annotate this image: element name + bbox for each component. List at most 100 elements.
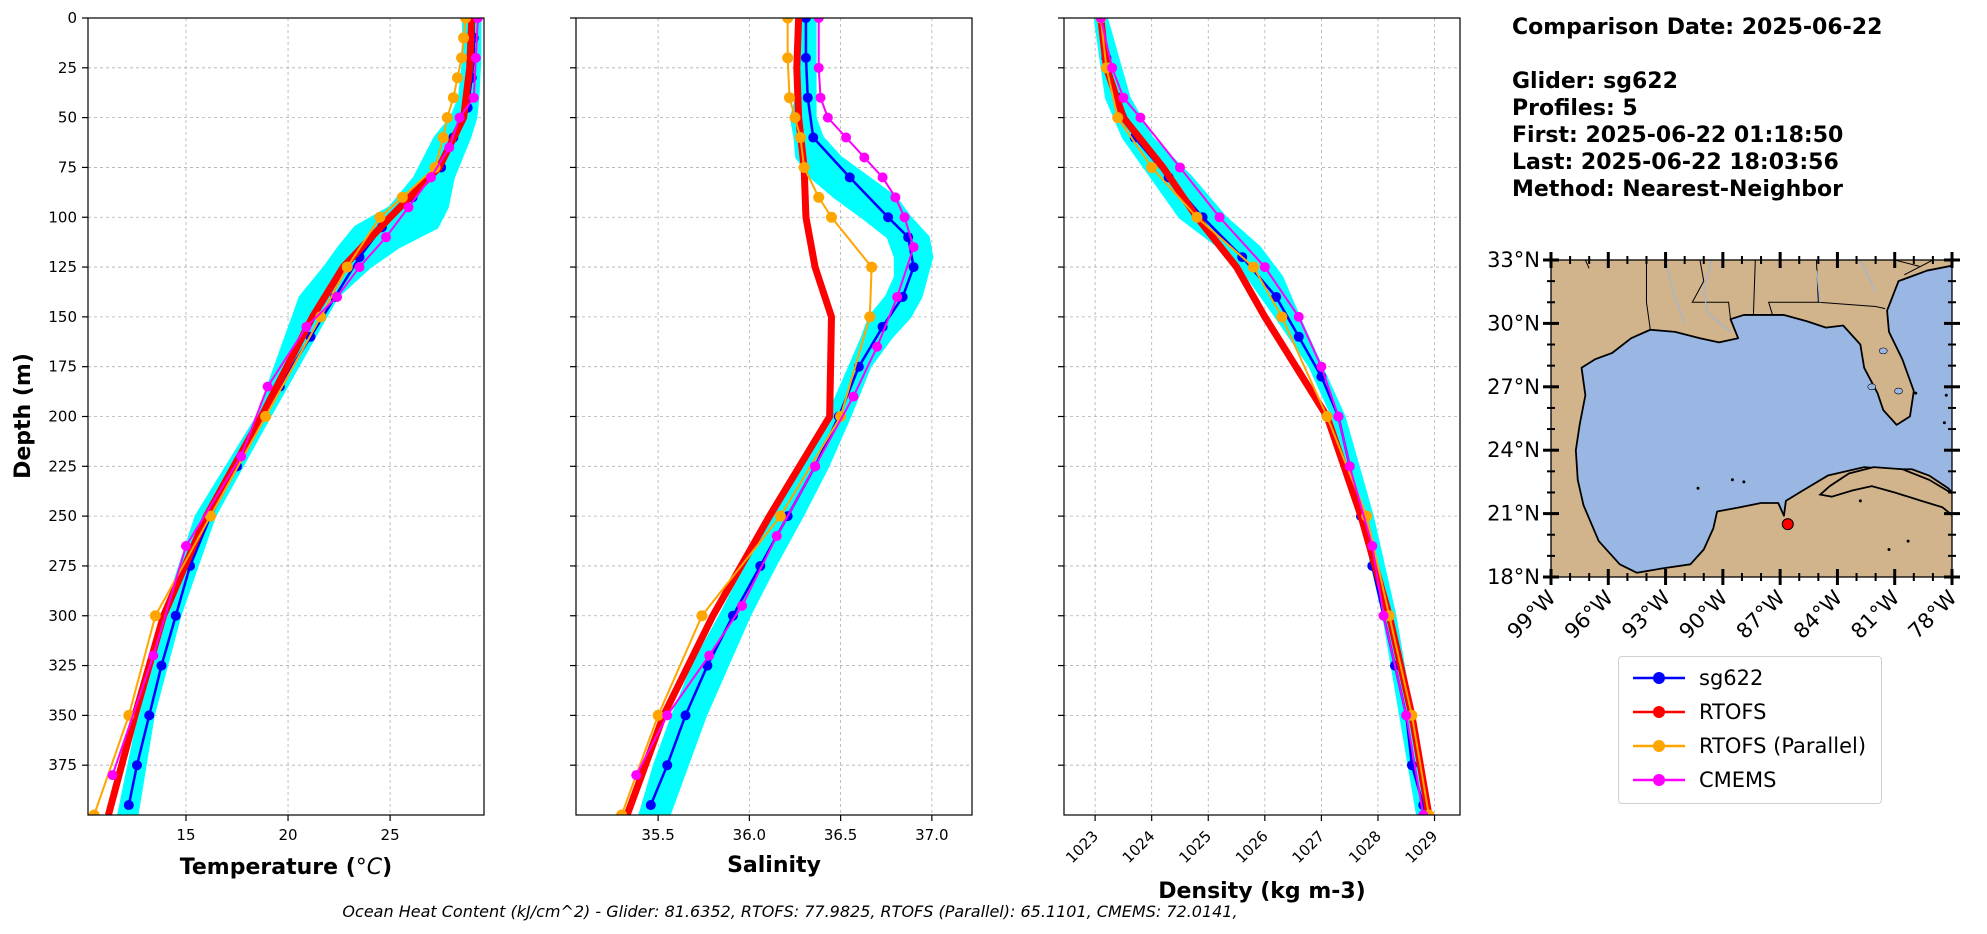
y-tick-label: 50 xyxy=(58,109,77,127)
y-tick-label: 0 xyxy=(67,9,77,27)
data-point-cmems xyxy=(1344,461,1355,472)
data-point-cmems xyxy=(1293,311,1304,322)
lat-tick-label: 33°N xyxy=(1487,248,1540,272)
lake xyxy=(1867,383,1877,391)
data-point-cmems xyxy=(848,391,859,402)
legend-item-rtofs: RTOFS xyxy=(1629,697,1766,727)
data-point-cmems xyxy=(1378,610,1389,621)
data-point-rtofs-parallel xyxy=(1112,112,1124,124)
data-point-cmems xyxy=(425,172,436,183)
y-tick-label: 75 xyxy=(58,158,77,176)
temperature-panel: 15 20 250255075100125150175200225250275300… xyxy=(48,9,485,880)
data-point-cmems xyxy=(1418,810,1429,815)
data-point-rtofs-parallel xyxy=(864,311,876,323)
x-axis-label: Salinity xyxy=(727,853,821,878)
data-point-cmems xyxy=(107,770,118,781)
legend-label: RTOFS (Parallel) xyxy=(1699,734,1867,758)
legend-item-rtofs-parallel: RTOFS (Parallel) xyxy=(1629,731,1866,761)
y-tick-label: 275 xyxy=(48,557,77,575)
data-point-cmems xyxy=(771,531,782,542)
info-spacer xyxy=(1512,41,1882,68)
series-line-rtofs-parallel xyxy=(1099,18,1430,815)
data-point-rtofs-parallel xyxy=(458,32,470,44)
island xyxy=(1887,548,1891,552)
info-block: Comparison Date: 2025-06-22 Glider: sg62… xyxy=(1512,14,1882,203)
y-tick-label: 175 xyxy=(48,358,77,376)
data-point-cmems xyxy=(470,52,481,63)
data-point-cmems xyxy=(1401,710,1412,721)
lon-tick-label: 96°W xyxy=(1560,585,1618,643)
data-point-cmems xyxy=(813,18,824,23)
data-point-sg622 xyxy=(144,710,155,721)
island xyxy=(1914,391,1918,395)
data-point-cmems xyxy=(1316,361,1327,372)
y-tick-label: 150 xyxy=(48,308,77,326)
river-line xyxy=(1703,260,1731,333)
data-point-cmems xyxy=(444,142,455,153)
state-border xyxy=(1691,260,1731,320)
data-point-rtofs-parallel xyxy=(782,52,794,64)
lon-tick-label: 90°W xyxy=(1674,585,1732,643)
lon-tick-label: 78°W xyxy=(1904,585,1962,643)
data-point-rtofs-parallel xyxy=(696,610,708,622)
x-tick-label: 15 xyxy=(176,826,195,844)
plot-area xyxy=(1093,18,1435,815)
data-point-cmems xyxy=(403,202,414,213)
y-tick-label: 125 xyxy=(48,258,77,276)
data-point-cmems xyxy=(148,650,159,661)
island xyxy=(1858,499,1862,503)
data-point-cmems xyxy=(332,291,343,302)
data-point-cmems xyxy=(1259,262,1270,273)
data-point-rtofs-parallel xyxy=(447,92,459,104)
data-point-cmems xyxy=(454,112,465,123)
data-point-sg622 xyxy=(800,18,811,23)
glider-location-marker xyxy=(1781,518,1794,531)
data-point-cmems xyxy=(892,291,903,302)
data-point-rtofs-parallel xyxy=(794,132,806,144)
x-axis-label: Temperature (°C) xyxy=(180,855,392,880)
y-tick-label: 325 xyxy=(48,657,77,675)
state-border xyxy=(1818,301,1886,310)
data-point-cmems xyxy=(1107,62,1118,73)
data-point-sg622 xyxy=(1271,291,1282,302)
glider-name: Glider: sg622 xyxy=(1512,69,1678,94)
data-point-sg622 xyxy=(908,262,919,273)
state-border xyxy=(1894,260,1920,267)
data-point-rtofs-parallel xyxy=(1191,211,1203,223)
data-point-cmems xyxy=(472,18,483,23)
data-point-cmems xyxy=(822,112,833,123)
data-point-cmems xyxy=(236,451,247,462)
data-point-rtofs-parallel xyxy=(88,809,100,815)
series-line-cmems xyxy=(635,18,915,776)
data-point-rtofs-parallel xyxy=(825,211,837,223)
island xyxy=(1906,539,1910,543)
data-point-cmems xyxy=(468,92,479,103)
data-point-rtofs-parallel xyxy=(789,112,801,124)
x-tick-label: 36.0 xyxy=(733,826,766,844)
river-line xyxy=(1664,260,1686,324)
plot-area xyxy=(616,18,934,815)
data-point-rtofs-parallel xyxy=(149,610,161,622)
glider-profile-envelope xyxy=(638,18,934,815)
first-time: First: 2025-06-22 01:18:50 xyxy=(1512,123,1844,148)
legend-label: sg622 xyxy=(1699,666,1764,690)
state-border xyxy=(1584,260,1590,269)
depth-axis-label: Depth (m) xyxy=(11,353,36,479)
lat-tick-label: 18°N xyxy=(1487,565,1540,589)
data-point-cmems xyxy=(381,232,392,243)
data-point-cmems xyxy=(872,341,883,352)
lon-tick-label: 87°W xyxy=(1732,585,1790,643)
y-tick-label: 100 xyxy=(48,208,77,226)
lon-tick-label: 84°W xyxy=(1789,585,1847,643)
island xyxy=(1944,393,1948,397)
island xyxy=(1942,421,1946,425)
comparison-date: Comparison Date: 2025-06-22 xyxy=(1512,15,1883,40)
density-panel: 1023 1024 1025 1026 1027 1028 1029 Density (kg … xyxy=(1058,17,1461,904)
lat-tick-label: 30°N xyxy=(1487,311,1540,335)
data-point-rtofs-parallel xyxy=(204,510,216,522)
method: Method: Nearest-Neighbor xyxy=(1512,177,1843,202)
data-point-cmems xyxy=(859,152,870,163)
last-time: Last: 2025-06-22 18:03:56 xyxy=(1512,150,1839,175)
x-tick-label: 1024 xyxy=(1119,827,1159,867)
lake xyxy=(1894,387,1903,395)
